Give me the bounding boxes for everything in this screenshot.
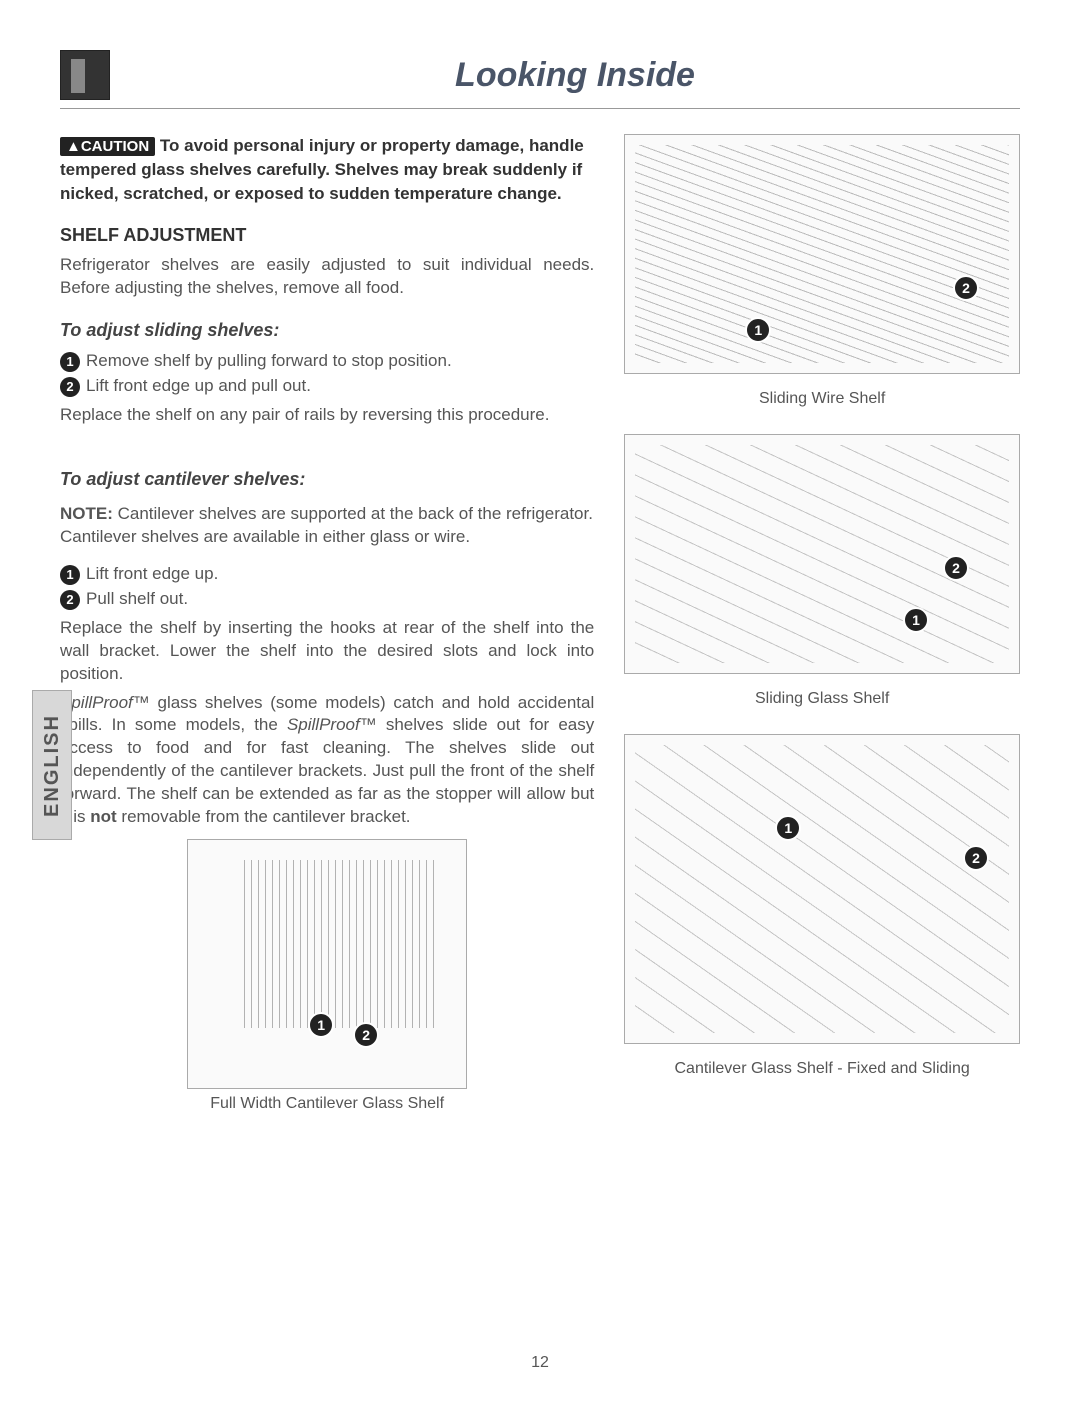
caution-block: ▲CAUTION To avoid personal injury or pro… — [60, 134, 594, 205]
shelf-adjustment-intro: Refrigerator shelves are easily adjusted… — [60, 254, 594, 300]
callout-2-icon: 2 — [953, 275, 979, 301]
page-title: Looking Inside — [130, 56, 1020, 95]
full-width-caption: Full Width Cantilever Glass Shelf — [187, 1093, 467, 1115]
sliding-after: Replace the shelf on any pair of rails b… — [60, 404, 594, 427]
callout-1-icon: 1 — [903, 607, 929, 633]
cantilever-after: Replace the shelf by inserting the hooks… — [60, 617, 594, 686]
cantilever-note: NOTE: Cantilever shelves are supported a… — [60, 501, 594, 551]
callout-2-icon: 2 — [943, 555, 969, 581]
fixed-caption: Cantilever Glass Shelf - Fixed and Slidi… — [624, 1060, 1020, 1078]
page-header: Looking Inside — [60, 50, 1020, 109]
fixed-sliding-figure: 1 2 — [624, 734, 1020, 1044]
language-tab: ENGLISH — [32, 690, 72, 840]
cantilever-step-1-text: Lift front edge up. — [86, 563, 218, 586]
wire-shelf-figure: 2 1 — [624, 134, 1020, 374]
spillproof-brand-2: SpillProof™ — [287, 715, 377, 734]
callout-2-icon: 2 — [963, 845, 989, 871]
language-label: ENGLISH — [41, 714, 64, 817]
note-text: Cantilever shelves are supported at the … — [60, 504, 593, 546]
cantilever-step-2-text: Pull shelf out. — [86, 588, 188, 611]
right-column: 2 1 Sliding Wire Shelf 2 1 Sliding Glass… — [624, 134, 1020, 1115]
sliding-step-2: 2 Lift front edge up and pull out. — [60, 375, 594, 398]
step-number-icon: 2 — [60, 377, 80, 397]
cantilever-heading: To adjust cantilever shelves: — [60, 467, 594, 491]
sliding-step-1: 1 Remove shelf by pulling forward to sto… — [60, 350, 594, 373]
cantilever-step-2: 2 Pull shelf out. — [60, 588, 594, 611]
callout-2-icon: 2 — [353, 1022, 379, 1048]
caution-badge: ▲CAUTION — [60, 137, 155, 156]
content-area: ▲CAUTION To avoid personal injury or pro… — [60, 134, 1020, 1115]
left-column: ▲CAUTION To avoid personal injury or pro… — [60, 134, 594, 1115]
full-width-shelf-figure: 1 2 — [187, 839, 467, 1089]
wire-caption: Sliding Wire Shelf — [624, 390, 1020, 408]
shelf-adjustment-heading: SHELF ADJUSTMENT — [60, 223, 594, 247]
cantilever-step-1: 1 Lift front edge up. — [60, 563, 594, 586]
spillproof-para: SpillProof™ glass shelves (some models) … — [60, 692, 594, 830]
spillproof-brand: SpillProof™ — [60, 693, 150, 712]
sliding-step-2-text: Lift front edge up and pull out. — [86, 375, 311, 398]
note-label: NOTE: — [60, 504, 113, 523]
spillproof-text-c: removable from the cantilever bracket. — [121, 807, 410, 826]
sliding-step-1-text: Remove shelf by pulling forward to stop … — [86, 350, 452, 373]
not-word: not — [90, 807, 116, 826]
page-number: 12 — [0, 1354, 1080, 1372]
glass-shelf-figure: 2 1 — [624, 434, 1020, 674]
sliding-heading: To adjust sliding shelves: — [60, 318, 594, 342]
brand-logo-icon — [60, 50, 110, 100]
glass-caption: Sliding Glass Shelf — [624, 690, 1020, 708]
step-number-icon: 2 — [60, 590, 80, 610]
step-number-icon: 1 — [60, 352, 80, 372]
callout-1-icon: 1 — [308, 1012, 334, 1038]
step-number-icon: 1 — [60, 565, 80, 585]
